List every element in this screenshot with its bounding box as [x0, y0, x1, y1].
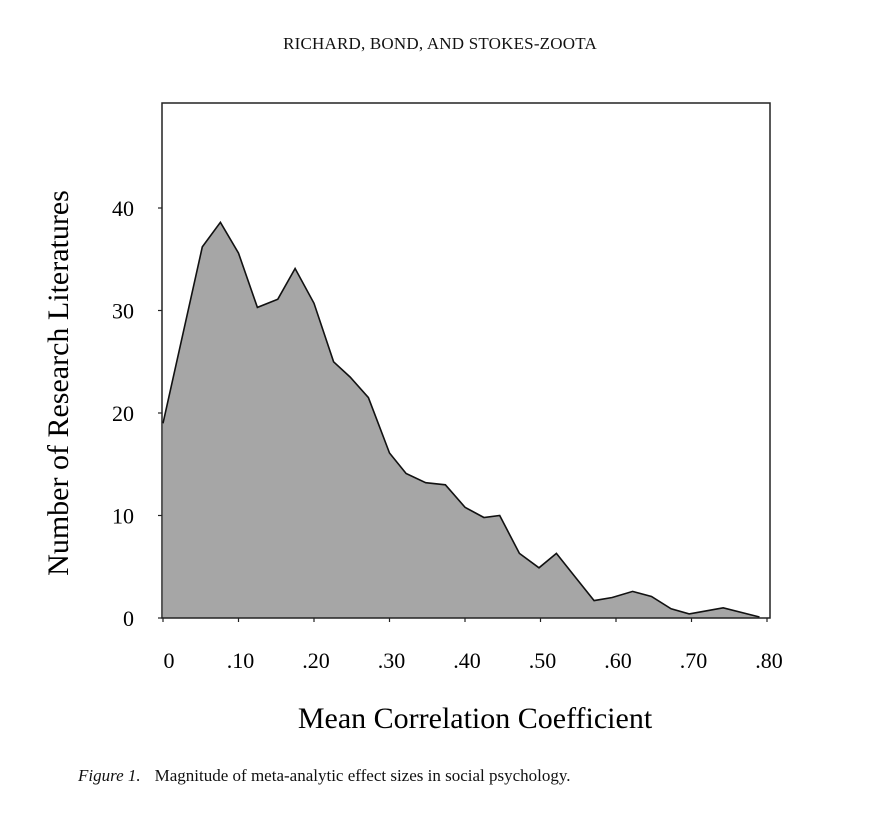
caption-text: Magnitude of meta-analytic effect sizes … [154, 766, 571, 785]
figure-caption: Figure 1. Magnitude of meta-analytic effe… [78, 766, 571, 786]
y-tick-label: 10 [112, 504, 134, 529]
series-line [162, 220, 760, 618]
x-tick-label: .40 [453, 648, 481, 673]
x-axis-label: Mean Correlation Coefficient [298, 702, 653, 735]
y-tick-label: 0 [123, 606, 134, 631]
running-header: RICHARD, BOND, AND STOKES-ZOOTA [283, 34, 597, 53]
x-tick-label: .10 [227, 648, 255, 673]
x-tick-label: .60 [604, 648, 632, 673]
x-tick-label: .70 [680, 648, 708, 673]
x-tick-label: .50 [529, 648, 557, 673]
y-axis-label: Number of Research Literatures [42, 190, 75, 576]
x-tick-label: .80 [755, 648, 783, 673]
x-tick-label: .30 [378, 648, 406, 673]
y-tick-label: 40 [112, 196, 134, 221]
figure-label: Figure 1. [78, 766, 141, 785]
y-tick-label: 20 [112, 401, 134, 426]
x-tick-label: .20 [302, 648, 330, 673]
area-fill [163, 222, 760, 619]
x-tick-label: 0 [164, 648, 175, 673]
y-tick-label: 30 [112, 299, 134, 324]
plot-frame [161, 102, 771, 619]
